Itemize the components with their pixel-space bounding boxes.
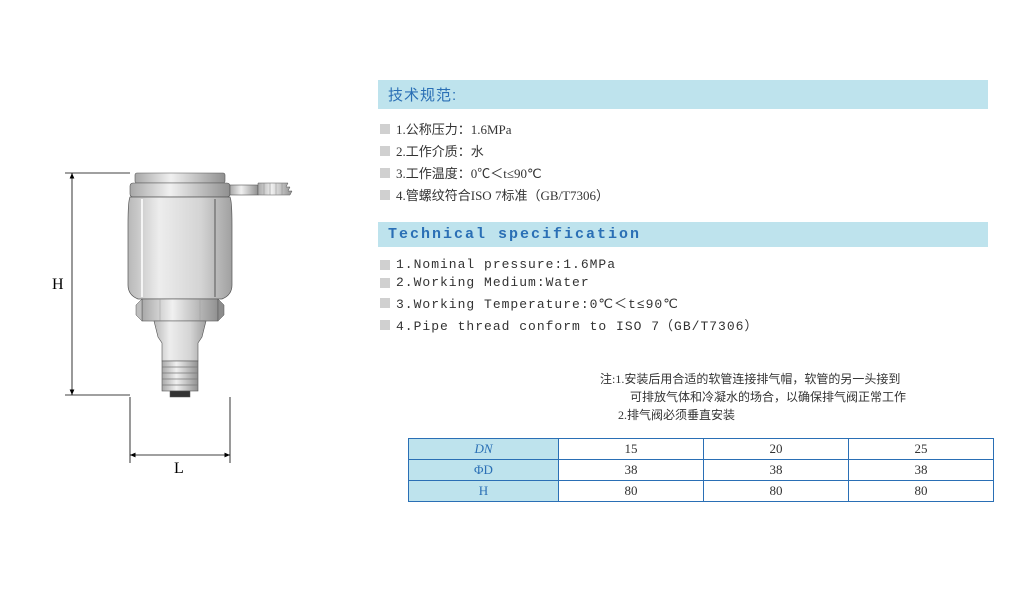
- spec-cn-3: 3.工作温度：0℃＜t≤90℃: [380, 163, 988, 182]
- td: 80: [704, 481, 849, 502]
- td: 20: [704, 439, 849, 460]
- spec-en-1: 1.Nominal pressure:1.6MPa: [380, 257, 988, 272]
- bullet-icon: [380, 190, 390, 200]
- spec-cn-4-text: 4.管螺纹符合ISO 7标准（GB/T7306）: [396, 185, 609, 204]
- table-row: ΦD 38 38 38: [409, 460, 994, 481]
- bullet-icon: [380, 298, 390, 308]
- td: 38: [849, 460, 994, 481]
- spec-area: 技术规范: 1.公称压力：1.6MPa 2.工作介质：水 3.工作温度：0℃＜t…: [378, 80, 988, 352]
- header-en: Technical specification: [378, 222, 988, 247]
- spec-list-en: 1.Nominal pressure:1.6MPa 2.Working Medi…: [378, 257, 988, 334]
- spec-cn-3-text: 3.工作温度：0℃＜t≤90℃: [396, 163, 542, 182]
- spec-en-2-text: 2.Working Medium:Water: [396, 275, 590, 290]
- bullet-icon: [380, 168, 390, 178]
- td: 15: [559, 439, 704, 460]
- header-cn: 技术规范:: [378, 80, 988, 109]
- notes-line1b: 可排放气体和冷凝水的场合，以确保排气阀正常工作: [600, 388, 1000, 406]
- spec-cn-1: 1.公称压力：1.6MPa: [380, 119, 988, 138]
- bullet-icon: [380, 146, 390, 156]
- spec-en-2: 2.Working Medium:Water: [380, 275, 988, 290]
- diagram-area: H L: [30, 165, 340, 475]
- label-h: H: [52, 276, 64, 293]
- spec-cn-4: 4.管螺纹符合ISO 7标准（GB/T7306）: [380, 185, 988, 204]
- table-row: H 80 80 80: [409, 481, 994, 502]
- spec-en-4-text: 4.Pipe thread conform to ISO 7（GB/T7306）: [396, 315, 758, 334]
- install-notes: 注: 1.安装后用合适的软管连接排气帽，软管的另一头接到 可排放气体和冷凝水的场…: [600, 370, 1000, 424]
- th-h: H: [409, 481, 559, 502]
- bullet-icon: [380, 320, 390, 330]
- page-root: H L: [0, 0, 1011, 602]
- spec-list-cn: 1.公称压力：1.6MPa 2.工作介质：水 3.工作温度：0℃＜t≤90℃ 4…: [378, 119, 988, 204]
- notes-prefix: 注:: [600, 370, 615, 388]
- spec-en-3: 3.Working Temperature:0℃＜t≤90℃: [380, 293, 988, 312]
- bullet-icon: [380, 278, 390, 288]
- bullet-icon: [380, 260, 390, 270]
- notes-line2: 2.排气阀必须垂直安装: [600, 406, 1000, 424]
- dimension-table: DN 15 20 25 ΦD 38 38 38 H 80 80 80: [408, 438, 994, 502]
- td: 25: [849, 439, 994, 460]
- spec-cn-2-text: 2.工作介质：水: [396, 141, 484, 160]
- td: 80: [559, 481, 704, 502]
- valve-diagram: H L: [30, 165, 340, 475]
- td: 80: [849, 481, 994, 502]
- bullet-icon: [380, 124, 390, 134]
- table-row: DN 15 20 25: [409, 439, 994, 460]
- spec-cn-2: 2.工作介质：水: [380, 141, 988, 160]
- spec-cn-1-text: 1.公称压力：1.6MPa: [396, 119, 512, 138]
- th-phid: ΦD: [409, 460, 559, 481]
- th-dn: DN: [409, 439, 559, 460]
- spec-en-1-text: 1.Nominal pressure:1.6MPa: [396, 257, 616, 272]
- td: 38: [559, 460, 704, 481]
- spec-en-3-text: 3.Working Temperature:0℃＜t≤90℃: [396, 293, 679, 312]
- label-l: L: [174, 460, 184, 475]
- notes-line1a: 1.安装后用合适的软管连接排气帽，软管的另一头接到: [615, 370, 900, 388]
- td: 38: [704, 460, 849, 481]
- spec-en-4: 4.Pipe thread conform to ISO 7（GB/T7306）: [380, 315, 988, 334]
